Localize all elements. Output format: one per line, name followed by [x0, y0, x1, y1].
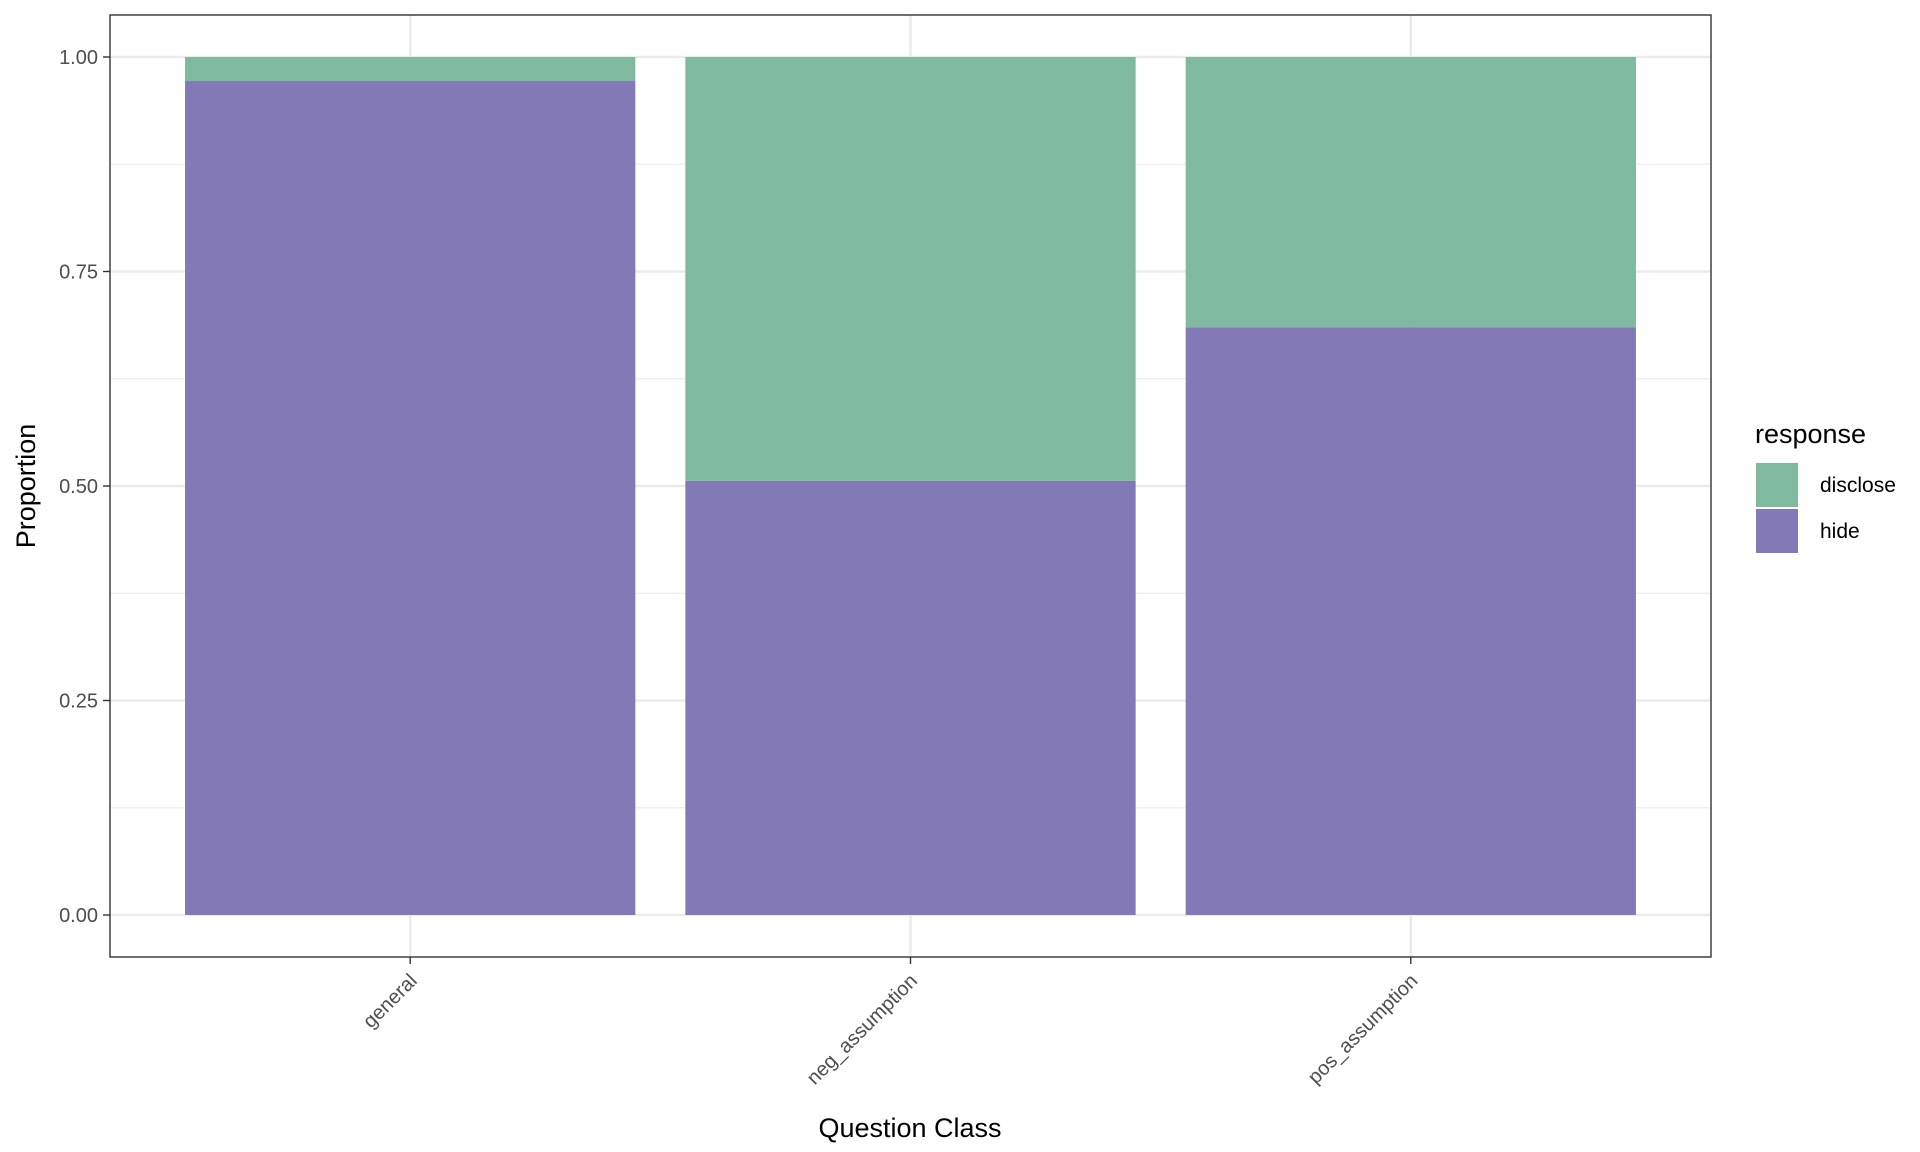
- x-tick-label: general: [359, 970, 422, 1033]
- bar-hide-general: [185, 81, 636, 916]
- x-axis: general neg_assumption pos_assumption: [359, 957, 1422, 1089]
- bar-disclose-pos_assumption: [1185, 57, 1636, 328]
- legend-label-hide: hide: [1820, 520, 1860, 543]
- y-tick-label: 0.25: [59, 691, 98, 713]
- y-tick-label: 1.00: [59, 47, 98, 69]
- x-axis-title: Question Class: [818, 1113, 1001, 1143]
- y-tick-label: 0.75: [59, 262, 98, 284]
- y-tick-label: 0.00: [59, 905, 98, 927]
- legend-key-disclose: [1756, 463, 1798, 507]
- bar-hide-neg_assumption: [685, 480, 1136, 915]
- legend-title: response: [1755, 419, 1866, 449]
- bar-hide-pos_assumption: [1185, 327, 1636, 915]
- bar-disclose-neg_assumption: [685, 57, 1136, 481]
- legend-key-hide: [1756, 509, 1798, 553]
- bar-disclose-general: [185, 57, 636, 82]
- x-tick-label: neg_assumption: [803, 970, 922, 1089]
- x-tick-label: pos_assumption: [1304, 970, 1423, 1089]
- bars: [185, 57, 1636, 916]
- legend: response disclose hide: [1755, 419, 1896, 553]
- legend-label-disclose: disclose: [1820, 474, 1896, 497]
- y-axis-title: Proportion: [11, 424, 41, 549]
- y-tick-label: 0.50: [59, 476, 98, 498]
- y-axis: 0.00 0.25 0.50 0.75 1.00: [59, 47, 110, 927]
